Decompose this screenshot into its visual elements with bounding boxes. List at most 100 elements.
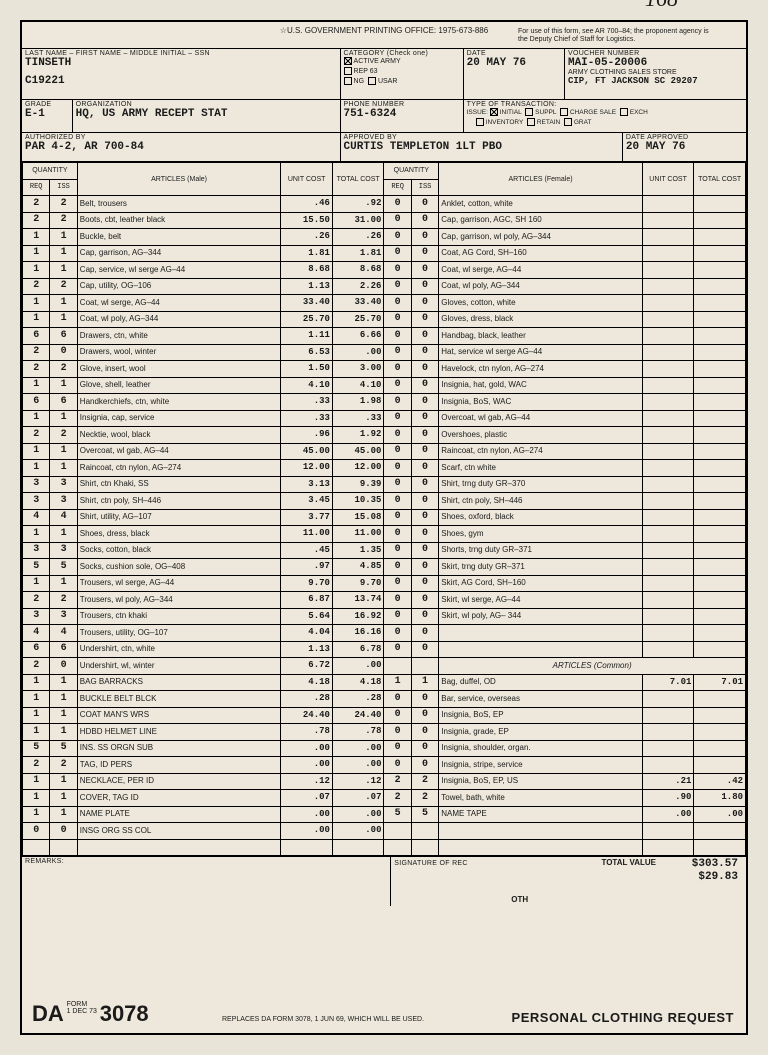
checkbox-initial[interactable] [490, 108, 498, 116]
cell: 0 [411, 361, 438, 378]
cell: 24.40 [281, 707, 333, 724]
cell: .33 [281, 410, 333, 427]
cell [281, 839, 333, 856]
cell: Insignia, BoS, EP, US [439, 773, 643, 790]
cell: 1.92 [332, 427, 384, 444]
checkbox-usar[interactable] [368, 77, 376, 85]
cell: 25.70 [332, 311, 384, 328]
table-row: 44Shirt, utility, AG–1073.7715.0800Shoes… [23, 509, 746, 526]
cell [694, 476, 746, 493]
txn-label: TYPE OF TRANSACTION: [467, 101, 743, 108]
cell [694, 724, 746, 741]
cell [694, 608, 746, 625]
table-row: 11Buckle, belt.26.2600Cap, garrison, wl … [23, 229, 746, 246]
cell: .00 [332, 658, 384, 675]
cell [694, 229, 746, 246]
cell: Coat, AG Cord, SH–160 [439, 245, 643, 262]
other-value: $29.83 [698, 871, 738, 883]
cell: 11.00 [281, 526, 333, 543]
checkbox-ng[interactable] [344, 77, 352, 85]
cell: Skirt, wl poly, AG– 344 [439, 608, 643, 625]
cell [642, 278, 694, 295]
cell: Socks, cushion sole, OG–408 [77, 559, 281, 576]
cell [411, 658, 438, 675]
cell [642, 625, 694, 642]
cell: Cap, utility, OG–106 [77, 278, 281, 295]
cell: 2 [23, 361, 50, 378]
cell [694, 344, 746, 361]
cell: Cap, garrison, wl poly, AG–344 [439, 229, 643, 246]
cell: 0 [411, 196, 438, 213]
cell: 16.92 [332, 608, 384, 625]
cell: 0 [384, 394, 411, 411]
form-title: PERSONAL CLOTHING REQUEST [512, 1010, 734, 1025]
cell: Gloves, cotton, white [439, 295, 643, 312]
cell: 0 [384, 476, 411, 493]
cell: 9.70 [281, 575, 333, 592]
checkbox-exch[interactable] [620, 108, 628, 116]
cell [642, 212, 694, 229]
cell [642, 196, 694, 213]
cell: 0 [411, 344, 438, 361]
cell: 1.11 [281, 328, 333, 345]
cell: NAME TAPE [439, 806, 643, 823]
cell: 31.00 [332, 212, 384, 229]
cell: 6 [23, 641, 50, 658]
cell: Bag, duffel, OD [439, 674, 643, 691]
cell: Shorts, trng duty GR–371 [439, 542, 643, 559]
cell: Coat, wl serge, AG–44 [77, 295, 281, 312]
cell: 3.45 [281, 493, 333, 510]
table-row: 22Boots, cbt, leather black15.5031.0000C… [23, 212, 746, 229]
cell [694, 196, 746, 213]
cell: 1 [50, 460, 77, 477]
cell: Overshoes, plastic [439, 427, 643, 444]
cell: 0 [384, 625, 411, 642]
date-label: DATE [467, 50, 561, 57]
cell [439, 625, 643, 642]
checkbox-charge[interactable] [560, 108, 568, 116]
cell [642, 361, 694, 378]
cell: 0 [384, 757, 411, 774]
cell [642, 493, 694, 510]
checkbox-rep63[interactable] [344, 67, 352, 75]
cell [694, 427, 746, 444]
cell: 4.18 [281, 674, 333, 691]
checkbox-retain[interactable] [527, 118, 535, 126]
hdr-total-f: TOTAL COST [694, 163, 746, 196]
cell: 0 [411, 575, 438, 592]
cell: Shirt, utility, AG–107 [77, 509, 281, 526]
cell: Insignia, grade, EP [439, 724, 643, 741]
cell [642, 262, 694, 279]
cell: 1 [50, 674, 77, 691]
table-row: 33Shirt, ctn poly, SH–4463.4510.3500Shir… [23, 493, 746, 510]
cell: 1.81 [332, 245, 384, 262]
cell: 0 [384, 592, 411, 609]
hdr-qty-f: QUANTITY [384, 163, 439, 180]
table-row: 20Undershirt, wl, winter6.72.00ARTICLES … [23, 658, 746, 675]
cell: 0 [411, 328, 438, 345]
cell: Undershirt, wl, winter [77, 658, 281, 675]
cell: 5 [384, 806, 411, 823]
checkbox-inventory[interactable] [476, 118, 484, 126]
cell [642, 245, 694, 262]
checkbox-grat[interactable] [564, 118, 572, 126]
cell: 7.01 [642, 674, 694, 691]
checkbox-suppl[interactable] [525, 108, 533, 116]
cell: TAG, ID PERS [77, 757, 281, 774]
cell: 0 [384, 509, 411, 526]
cell: 0 [411, 757, 438, 774]
cell: 1 [23, 377, 50, 394]
cell: 0 [384, 262, 411, 279]
table-row: 20Drawers, wool, winter6.53.0000Hat, ser… [23, 344, 746, 361]
cell: 0 [411, 542, 438, 559]
cell: Shoes, dress, black [77, 526, 281, 543]
form-num: 3078 [100, 1001, 149, 1026]
cell: 5 [23, 559, 50, 576]
cell: .00 [281, 757, 333, 774]
cell: Handkerchiefs, ctn, white [77, 394, 281, 411]
checkbox-active-army[interactable] [344, 57, 352, 65]
cell: 0 [384, 575, 411, 592]
table-row: 11Coat, wl poly, AG–34425.7025.7000Glove… [23, 311, 746, 328]
table-row: 00INSG ORG SS COL.00.00 [23, 823, 746, 840]
cell: 2 [23, 658, 50, 675]
